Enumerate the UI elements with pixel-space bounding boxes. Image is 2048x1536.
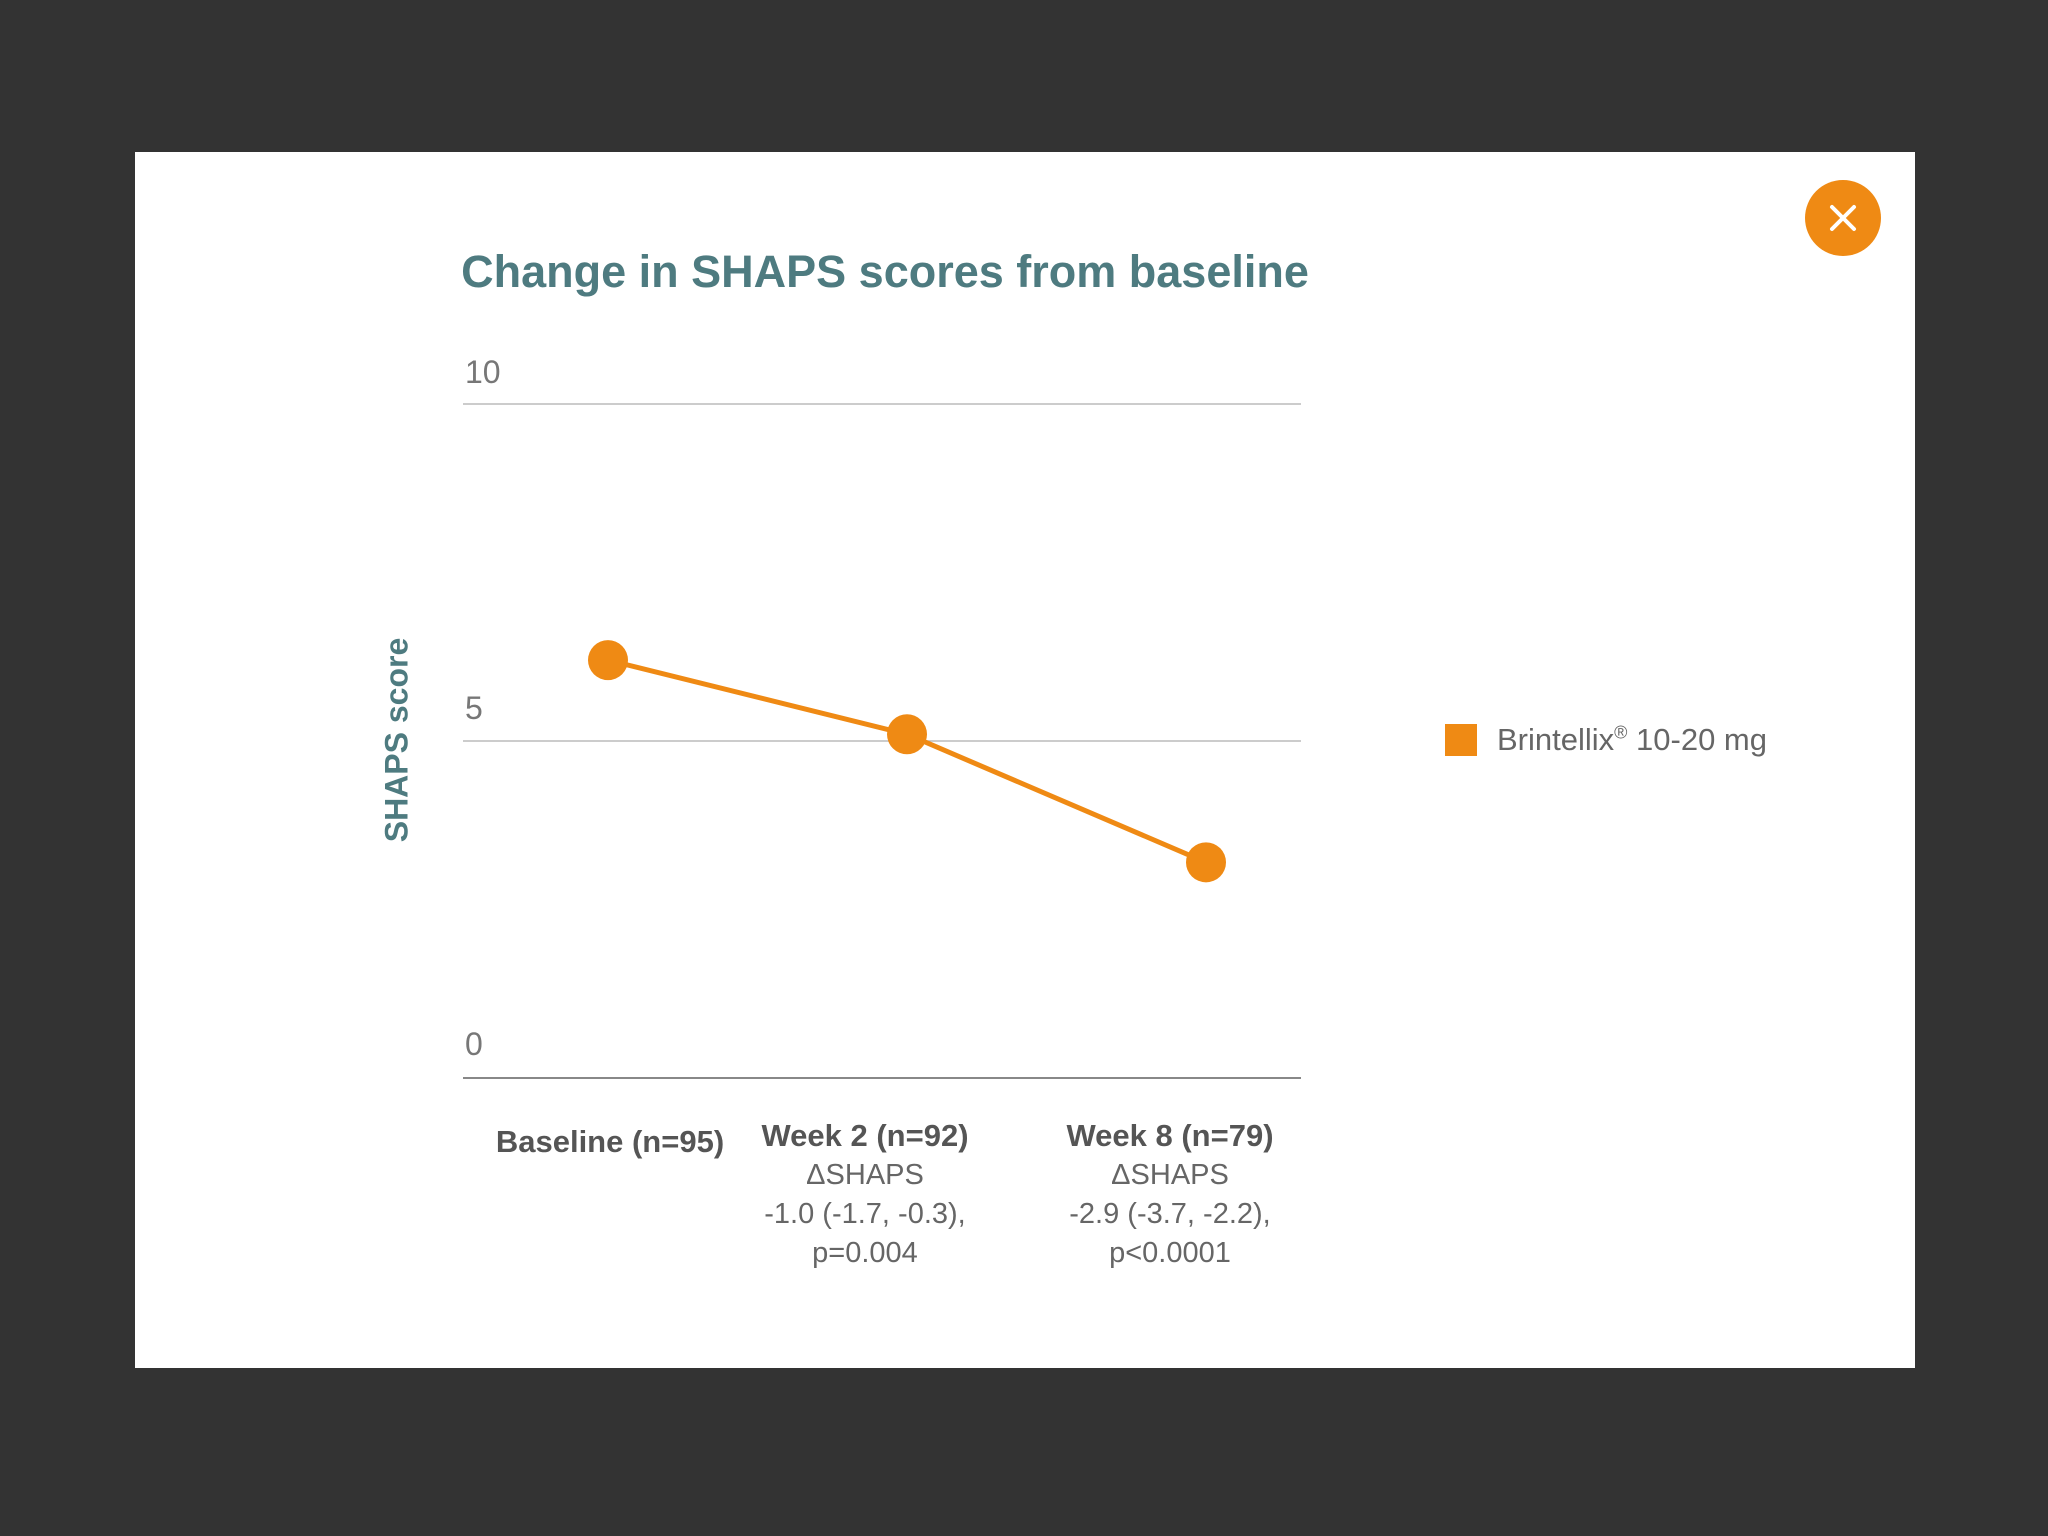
x-tick-label: Week 8 (n=79): [1066, 1118, 1274, 1153]
close-button[interactable]: [1805, 180, 1881, 256]
close-icon: [1830, 205, 1856, 231]
y-tick-0: 0: [465, 1026, 483, 1062]
x-tick-label: Week 2 (n=92): [761, 1118, 969, 1153]
data-point: [588, 640, 628, 681]
data-annotation: ΔSHAPS: [806, 1159, 924, 1191]
data-point: [887, 714, 927, 755]
y-tick-10: 10: [465, 354, 501, 390]
data-annotation: -2.9 (-3.7, -2.2),: [1069, 1198, 1271, 1230]
legend: Brintellix® 10-20 mg: [1445, 722, 1767, 758]
data-annotation: p=0.004: [812, 1237, 918, 1269]
data-annotation: ΔSHAPS: [1111, 1159, 1229, 1191]
chart-modal: Change in SHAPS scores from baseline SHA…: [135, 152, 1915, 1368]
legend-label-brintellix: Brintellix® 10-20 mg: [1497, 722, 1767, 757]
x-category-week8: Week 8 (n=79) ΔSHAPS -2.9 (-3.7, -2.2), …: [1010, 1116, 1330, 1273]
data-annotation: p<0.0001: [1109, 1237, 1231, 1269]
x-tick-label: Baseline (n=95): [495, 1124, 725, 1159]
legend-swatch: [1445, 724, 1477, 756]
data-annotation: -1.0 (-1.7, -0.3),: [764, 1198, 966, 1230]
chart-plot: [463, 403, 1301, 1079]
x-category-week2: Week 2 (n=92) ΔSHAPS -1.0 (-1.7, -0.3), …: [705, 1116, 1025, 1273]
x-category-baseline: Baseline (n=95): [450, 1122, 770, 1162]
data-point: [1186, 842, 1226, 883]
series-line-brintellix: [607, 657, 1207, 865]
chart-title: Change in SHAPS scores from baseline: [461, 246, 1309, 297]
y-tick-5: 5: [465, 690, 483, 726]
